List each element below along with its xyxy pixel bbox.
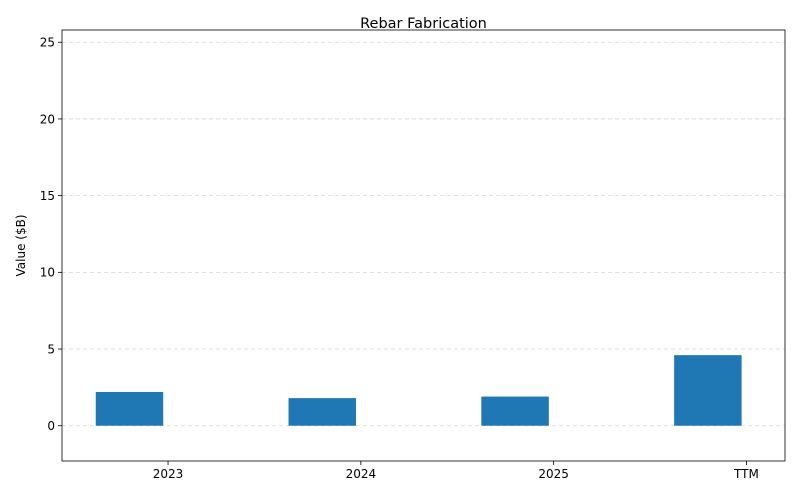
y-axis: 0 5 10 15 20 25 — [40, 36, 62, 433]
bar — [95, 391, 164, 426]
chart-title: Rebar Fabrication — [360, 16, 487, 32]
bar — [481, 396, 549, 426]
y-tick-label: 25 — [40, 36, 55, 50]
y-tick-label: 10 — [40, 266, 55, 280]
bar — [674, 355, 742, 426]
x-tick-label: TTM — [733, 467, 759, 481]
x-tick-label: 2025 — [538, 467, 569, 481]
y-tick-label: 15 — [40, 189, 55, 203]
x-axis: 2023 2024 2025 TTM — [153, 461, 759, 481]
plot-frame — [61, 29, 786, 462]
grid-lines — [62, 41, 785, 427]
y-tick-label: 20 — [40, 112, 55, 126]
y-tick-label: 0 — [47, 419, 55, 433]
x-tick-label: 2023 — [153, 467, 184, 481]
y-tick-label: 5 — [47, 342, 55, 356]
x-tick-label: 2024 — [346, 467, 377, 481]
bar — [288, 398, 357, 426]
bar-series — [95, 355, 742, 426]
y-axis-title: Value ($B) — [14, 215, 28, 277]
